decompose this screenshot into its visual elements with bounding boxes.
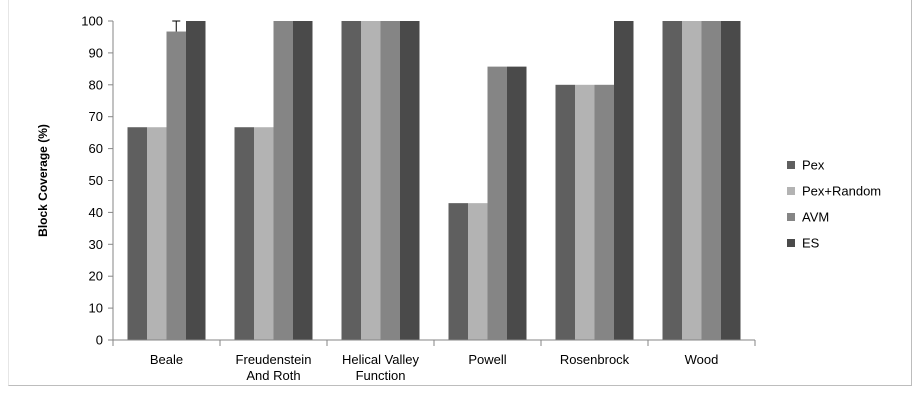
y-tick-label: 0 — [96, 333, 103, 348]
y-tick-label: 50 — [89, 173, 103, 188]
legend-label: Pex+Random — [802, 184, 881, 199]
legend-swatch — [787, 161, 795, 169]
y-tick-label: 20 — [89, 269, 103, 284]
y-tick-label: 60 — [89, 141, 103, 156]
y-tick-label: 90 — [89, 45, 103, 60]
x-tick-label: Powell — [468, 352, 506, 367]
bar — [380, 21, 400, 340]
x-tick-label: Wood — [685, 352, 719, 367]
bar — [594, 84, 614, 340]
bar — [147, 127, 167, 341]
bar — [575, 84, 595, 340]
y-tick-label: 10 — [89, 301, 103, 316]
y-axis-label: Block Coverage (%) — [36, 124, 50, 237]
bar — [468, 203, 488, 340]
bar — [166, 31, 186, 340]
legend-label: ES — [802, 236, 820, 251]
bar — [721, 21, 741, 340]
y-tick-label: 100 — [81, 14, 103, 29]
y-tick-label: 70 — [89, 109, 103, 124]
bar — [662, 21, 682, 340]
legend-swatch — [787, 213, 795, 221]
y-tick-label: 40 — [89, 205, 103, 220]
y-tick-label: 80 — [89, 77, 103, 92]
x-tick-label: Helical Valley — [342, 352, 420, 367]
x-tick-label: And Roth — [246, 368, 300, 383]
bar — [682, 21, 702, 340]
bar — [186, 21, 206, 340]
x-tick-label: Rosenbrock — [560, 352, 630, 367]
legend-swatch — [787, 239, 795, 247]
bar — [254, 127, 274, 341]
bar — [555, 84, 575, 340]
chart-frame — [8, 0, 912, 386]
legend-label: AVM — [802, 210, 829, 225]
bar — [361, 21, 381, 340]
x-tick-label: Beale — [150, 352, 183, 367]
bar — [614, 21, 634, 340]
x-tick-label: Function — [356, 368, 406, 383]
bar — [507, 66, 527, 340]
bar — [400, 21, 420, 340]
bar — [293, 21, 313, 340]
bar — [487, 66, 507, 340]
legend-label: Pex — [802, 158, 825, 173]
x-tick-label: Freudenstein — [236, 352, 312, 367]
bar — [341, 21, 361, 340]
bar — [273, 21, 293, 340]
y-tick-label: 30 — [89, 237, 103, 252]
bar — [701, 21, 721, 340]
bar — [127, 127, 147, 341]
bar — [448, 203, 468, 340]
legend-swatch — [787, 187, 795, 195]
bar — [234, 127, 254, 341]
